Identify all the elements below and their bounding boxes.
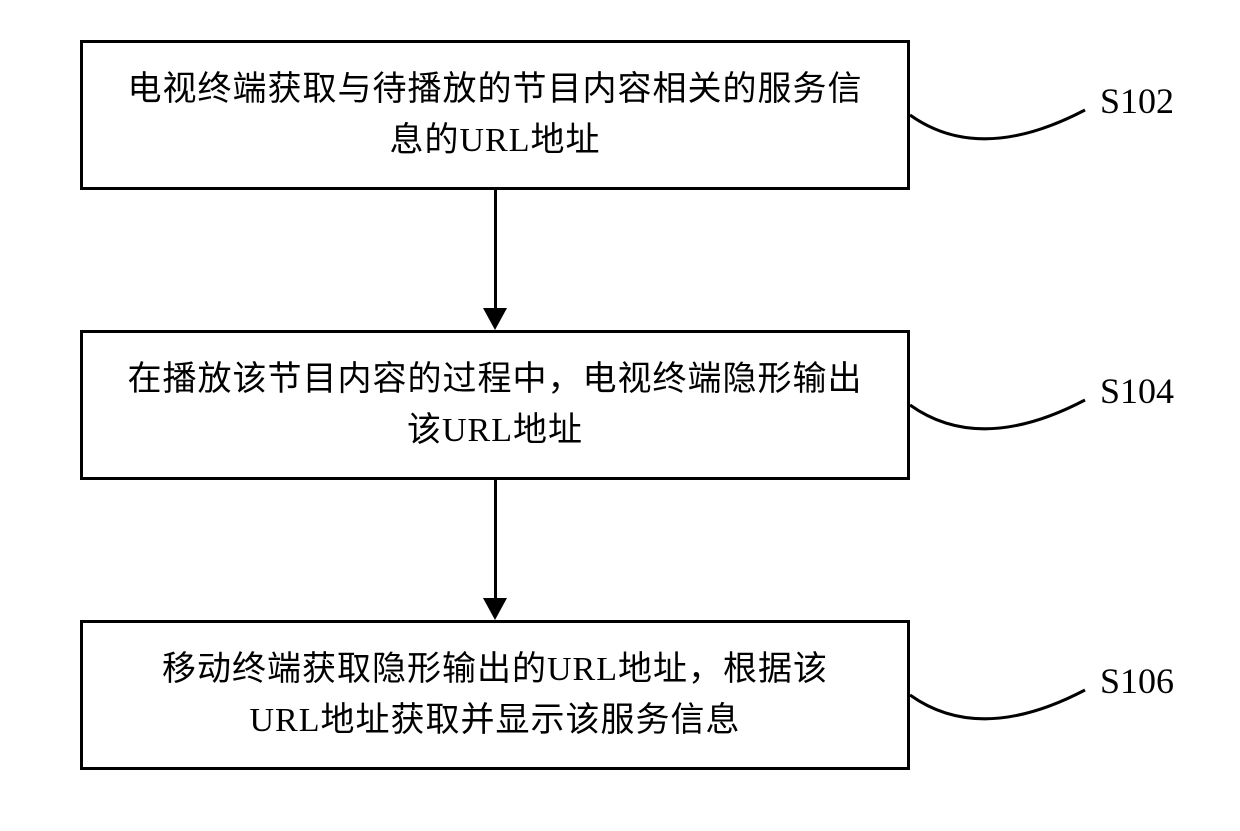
flow-label-s106: S106 [1100, 660, 1174, 702]
arrow-s104-s106-line [494, 480, 497, 598]
arrow-s104-s106-head [483, 598, 507, 620]
flow-node-s104: 在播放该节目内容的过程中，电视终端隐形输出 该URL地址 [80, 330, 910, 480]
flow-node-s106-line1: 移动终端获取隐形输出的URL地址，根据该 [162, 651, 828, 688]
flow-label-s102: S102 [1100, 80, 1174, 122]
flow-node-s104-text: 在播放该节目内容的过程中，电视终端隐形输出 该URL地址 [128, 354, 863, 456]
flow-node-s104-line1: 在播放该节目内容的过程中，电视终端隐形输出 [128, 361, 863, 398]
connector-s104 [910, 385, 1100, 445]
flow-node-s106-line2: URL地址获取并显示该服务信息 [250, 702, 741, 739]
flow-node-s106: 移动终端获取隐形输出的URL地址，根据该 URL地址获取并显示该服务信息 [80, 620, 910, 770]
flowchart-canvas: 电视终端获取与待播放的节目内容相关的服务信 息的URL地址 S102 在播放该节… [0, 0, 1240, 831]
arrow-s102-s104-head [483, 308, 507, 330]
flow-node-s102-text: 电视终端获取与待播放的节目内容相关的服务信 息的URL地址 [128, 64, 863, 166]
flow-node-s106-text: 移动终端获取隐形输出的URL地址，根据该 URL地址获取并显示该服务信息 [162, 644, 828, 746]
flow-node-s104-line2: 该URL地址 [407, 412, 583, 449]
flow-node-s102-line2: 息的URL地址 [390, 122, 601, 159]
arrow-s102-s104-line [494, 190, 497, 308]
flow-label-s104: S104 [1100, 370, 1174, 412]
connector-s106 [910, 675, 1100, 735]
flow-node-s102-line1: 电视终端获取与待播放的节目内容相关的服务信 [128, 71, 863, 108]
connector-s102 [910, 95, 1100, 155]
flow-node-s102: 电视终端获取与待播放的节目内容相关的服务信 息的URL地址 [80, 40, 910, 190]
